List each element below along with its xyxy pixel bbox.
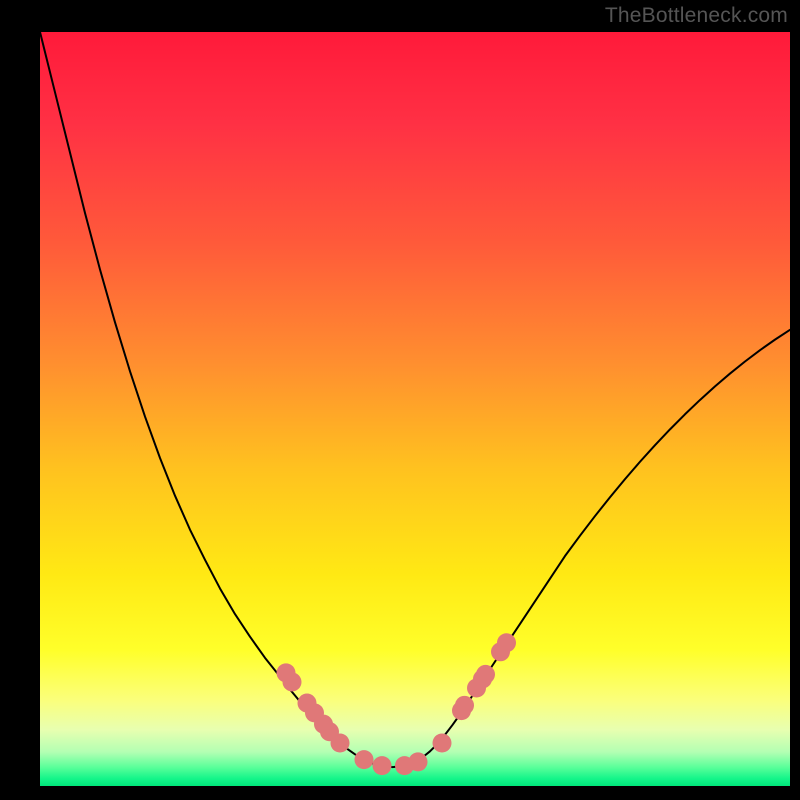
data-marker [455,696,474,715]
data-marker [355,750,374,769]
bottleneck-chart [0,0,800,800]
data-marker [497,633,516,652]
data-marker [476,665,495,684]
data-marker [331,734,350,753]
data-marker [283,672,302,691]
data-marker [373,756,392,775]
watermark-text: TheBottleneck.com [605,4,788,28]
data-marker [409,752,428,771]
plot-background [40,32,790,786]
data-marker [433,734,452,753]
